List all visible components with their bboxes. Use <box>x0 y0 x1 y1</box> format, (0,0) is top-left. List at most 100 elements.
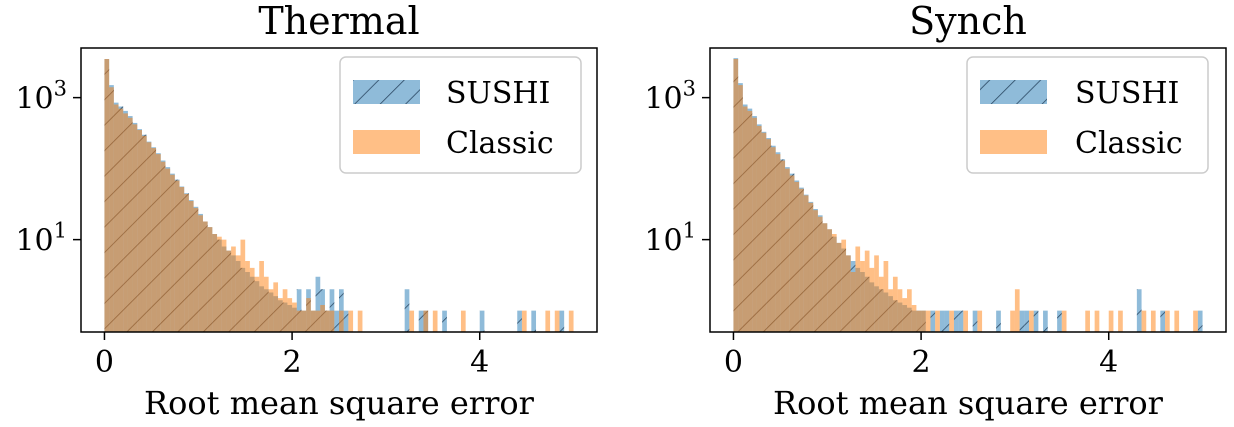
bar-hatch-sushi <box>315 276 321 332</box>
bar-classic <box>315 310 321 332</box>
bar-layer <box>104 59 574 333</box>
bar-classic <box>897 289 903 332</box>
bar-classic <box>207 227 213 332</box>
bar-classic <box>278 298 283 332</box>
x-axis-ticks: 0 2 4 <box>724 332 1118 380</box>
bar-classic <box>1165 310 1170 332</box>
bar-classic <box>841 239 847 332</box>
bar-classic <box>249 267 255 332</box>
bar-classic <box>521 310 527 332</box>
bar-hatch-sushi <box>339 289 344 332</box>
bar-classic <box>221 239 227 332</box>
bar-classic <box>733 59 739 332</box>
bar-hatch-sushi <box>1136 289 1142 332</box>
bar-classic <box>432 310 438 332</box>
bar-hatch-sushi <box>1033 310 1039 332</box>
bar-classic <box>104 59 110 332</box>
bar-hatch-sushi <box>559 310 565 332</box>
y-axis-ticks: 103 101 <box>644 77 710 259</box>
bar-classic <box>1193 310 1198 332</box>
bar-classic <box>789 175 795 332</box>
bar-classic <box>738 85 743 333</box>
bar-classic <box>1014 289 1020 332</box>
bar-classic <box>1010 310 1015 332</box>
legend-swatch-classic <box>353 130 420 154</box>
bar-classic <box>179 187 185 332</box>
bar-classic <box>1108 310 1114 332</box>
bar-classic <box>855 246 861 332</box>
bar-classic <box>808 202 814 332</box>
bar-classic <box>827 229 832 332</box>
bar-classic <box>888 289 893 332</box>
bar-classic <box>165 168 171 332</box>
legend-label-classic: Classic <box>446 126 554 161</box>
bar-classic <box>878 276 884 332</box>
bar-classic <box>329 310 335 332</box>
bar-classic <box>761 132 767 332</box>
bar-classic <box>756 125 762 332</box>
x-tick-label: 4 <box>1099 345 1118 380</box>
bar-classic <box>254 276 260 332</box>
y-tick-label: 101 <box>644 219 696 259</box>
bar-classic <box>770 147 776 332</box>
bar-classic <box>132 124 138 332</box>
y-axis-ticks: 103 101 <box>15 77 81 259</box>
bar-classic <box>921 310 926 332</box>
bar-classic <box>949 310 954 332</box>
bar-hatch-sushi <box>334 310 339 332</box>
bar-classic <box>902 298 908 332</box>
bar-hatch-sushi <box>1057 310 1062 332</box>
bar-hatch-sushi <box>953 310 959 332</box>
bar-classic <box>160 161 166 332</box>
bar-classic <box>925 310 931 332</box>
bar-hatch-sushi <box>1160 310 1166 332</box>
legend-swatch-sushi-hatch <box>353 80 420 104</box>
bar-classic <box>977 310 983 332</box>
bar-classic <box>127 117 133 332</box>
panel-title: Synch <box>909 0 1027 43</box>
bar-classic <box>310 310 316 332</box>
plot-frame <box>709 47 1227 333</box>
bar-classic <box>170 174 175 332</box>
legend-label-sushi: SUSHI <box>1075 76 1179 111</box>
bar-hatch-sushi <box>531 310 537 332</box>
bar-classic <box>339 310 344 332</box>
bar-classic <box>916 310 922 332</box>
bar-classic <box>273 282 279 332</box>
bar-classic <box>217 236 222 332</box>
bar-classic <box>775 154 781 332</box>
bar-classic <box>869 267 875 332</box>
bar-classic <box>1085 310 1090 332</box>
legend: SUSHI Classic <box>966 56 1209 174</box>
bar-classic <box>1094 310 1100 332</box>
bar-classic <box>113 104 119 332</box>
bar-classic <box>231 246 236 332</box>
bar-classic <box>460 310 466 332</box>
bar-classic <box>174 180 180 332</box>
bar-hatch-sushi <box>958 310 964 332</box>
bar-hatch-sushi <box>939 310 945 332</box>
bar-classic <box>1150 310 1156 332</box>
bar-classic <box>301 310 307 332</box>
bar-classic <box>156 154 161 332</box>
bar-hatch-sushi <box>972 310 978 332</box>
bar-classic <box>198 215 203 332</box>
bar-classic <box>296 310 302 332</box>
bar-classic <box>226 250 232 332</box>
bar-classic <box>137 130 142 332</box>
bar-classic <box>831 234 837 332</box>
bar-classic <box>803 195 809 332</box>
bar-classic <box>109 87 114 332</box>
bar-classic <box>292 302 297 332</box>
x-tick-label: 0 <box>724 345 743 380</box>
legend: SUSHI Classic <box>339 56 582 174</box>
bar-classic <box>151 148 157 332</box>
bar-hatch-sushi <box>329 289 335 332</box>
bar-classic <box>883 261 889 332</box>
bar-hatch-sushi <box>996 310 1001 332</box>
bar-classic <box>799 188 804 332</box>
bar-hatch-sushi <box>479 310 485 332</box>
bar-classic <box>348 310 354 332</box>
